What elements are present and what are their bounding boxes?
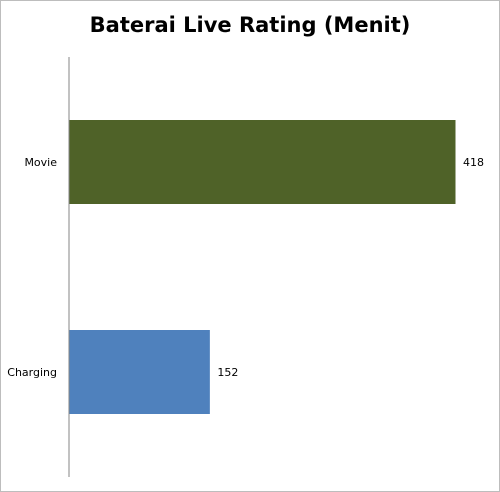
chart-title: Baterai Live Rating (Menit) bbox=[89, 13, 411, 37]
category-label-charging: Charging bbox=[7, 366, 57, 379]
bars-group: Movie 418 Charging 152 bbox=[7, 120, 484, 414]
bar-movie bbox=[69, 120, 456, 204]
value-label-movie: 418 bbox=[463, 156, 484, 169]
value-label-charging: 152 bbox=[217, 366, 238, 379]
category-label-movie: Movie bbox=[24, 156, 57, 169]
bar-charging bbox=[69, 330, 210, 414]
